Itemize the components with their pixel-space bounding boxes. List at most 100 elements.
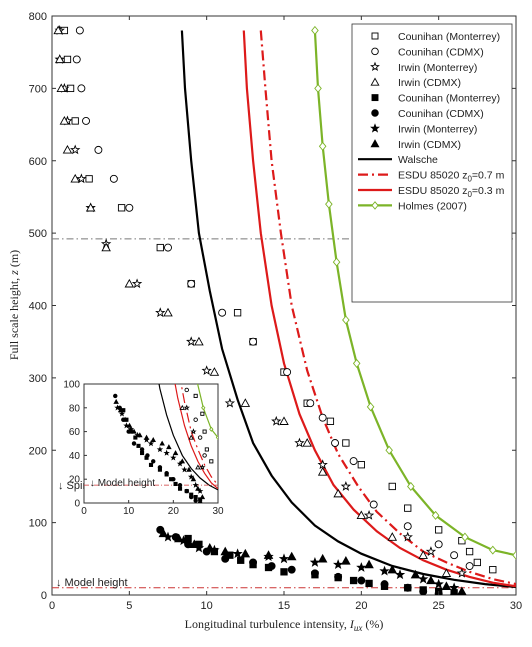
- data-point-triangle: [62, 144, 73, 154]
- data-point-diamond: [366, 402, 375, 412]
- data-point-triangle: [172, 450, 179, 456]
- data-point-triangle: [179, 458, 186, 464]
- x-tick-label: 30: [510, 600, 522, 612]
- data-point-circle: [403, 522, 412, 531]
- inset-y-tick-label: 80: [69, 403, 81, 414]
- data-point-triangle: [190, 476, 197, 482]
- data-point-circle: [357, 576, 366, 585]
- legend-label: Irwin (Monterrey): [398, 62, 477, 74]
- data-point-star: [425, 546, 437, 556]
- data-point-square: [371, 94, 379, 102]
- data-point-circle: [287, 565, 296, 574]
- legend: Counihan (Monterrey) Counihan (CDMX) Irwin…: [351, 23, 513, 303]
- data-point-triangle: [53, 25, 63, 35]
- inset-x-tick-label: 0: [81, 506, 87, 517]
- data-point-star: [183, 404, 190, 411]
- data-point-diamond: [201, 405, 206, 411]
- data-point-circle: [369, 500, 378, 509]
- data-point-square: [388, 482, 396, 491]
- data-point-triangle: [159, 440, 165, 446]
- data-point-star: [224, 397, 236, 408]
- data-point-star: [309, 556, 321, 567]
- data-point-circle: [221, 554, 230, 563]
- data-point-triangle: [240, 398, 251, 407]
- data-point-triangle: [341, 556, 351, 565]
- y-tick-label: 200: [29, 445, 47, 457]
- y-tick-label: 300: [29, 373, 47, 385]
- y-tick-label: 0: [41, 590, 47, 602]
- data-point-circle: [310, 569, 319, 578]
- data-point-star: [186, 336, 197, 347]
- data-point-triangle: [195, 485, 201, 491]
- inset-y-tick-label: 60: [69, 427, 81, 438]
- data-point-circle: [218, 308, 227, 317]
- data-point-star: [156, 446, 164, 453]
- legend-item: Irwin (Monterrey): [370, 123, 477, 135]
- data-point-triangle: [117, 407, 124, 413]
- legend-label: Walsche: [398, 154, 438, 166]
- data-point-square: [140, 450, 145, 456]
- data-point-triangle: [387, 564, 398, 574]
- data-point-circle: [131, 441, 137, 446]
- x-tick-label: 20: [355, 600, 367, 612]
- data-point-star: [114, 404, 121, 411]
- data-point-triangle: [126, 422, 133, 428]
- data-point-square: [177, 486, 183, 491]
- y-tick-label: 600: [29, 156, 47, 168]
- data-point-triangle: [137, 432, 143, 438]
- data-point-square: [136, 443, 141, 448]
- data-point-diamond: [461, 532, 469, 542]
- data-point-triangle: [59, 116, 70, 125]
- data-point-circle: [249, 558, 258, 567]
- x-axis-ticks: 0 5 10 15 20 25 30: [49, 16, 522, 612]
- data-point-circle: [465, 562, 474, 571]
- data-point-star: [370, 61, 380, 71]
- legend-label: ESDU 85020 z0=0.7 m: [398, 170, 505, 184]
- series-line: [259, 30, 516, 586]
- y-tick-label: 400: [29, 301, 47, 313]
- reference-lines: [52, 238, 516, 589]
- data-point-circle: [109, 174, 118, 183]
- data-point-star: [363, 509, 375, 520]
- data-point-star: [448, 582, 460, 593]
- data-point-triangle: [457, 586, 467, 595]
- inset-model-height-label: ↓ Model height: [90, 478, 155, 489]
- data-point-diamond: [215, 434, 218, 441]
- data-point-circle: [184, 488, 189, 494]
- data-point-circle: [197, 435, 203, 440]
- data-point-triangle: [364, 559, 374, 569]
- legend-item: Counihan (Monterrey): [371, 93, 500, 105]
- data-point-circle: [403, 583, 412, 592]
- data-point-square: [117, 204, 126, 212]
- inset-y-tick-label: 100: [63, 380, 80, 391]
- data-point-circle: [193, 498, 198, 503]
- data-point-star: [340, 481, 352, 491]
- legend-item: Irwin (CDMX): [370, 77, 461, 89]
- y-tick-label: 700: [29, 83, 47, 95]
- y-tick-label: 500: [29, 228, 47, 240]
- data-point-triangle: [279, 416, 289, 425]
- data-point-triangle: [333, 488, 343, 498]
- legend-item: Irwin (Monterrey): [370, 61, 477, 74]
- data-point-circle: [450, 591, 459, 595]
- legend-label: Irwin (CDMX): [398, 139, 461, 151]
- data-point-triangle: [101, 242, 111, 252]
- legend-label: Irwin (Monterrey): [398, 123, 477, 135]
- data-point-square: [357, 461, 365, 469]
- data-point-star: [356, 562, 367, 572]
- data-point-diamond: [342, 315, 350, 325]
- data-point-star: [278, 553, 290, 564]
- data-point-star: [201, 365, 212, 376]
- data-point-star: [163, 449, 170, 456]
- data-point-star: [418, 573, 429, 584]
- data-point-diamond: [314, 83, 322, 93]
- data-point-star: [370, 123, 380, 133]
- main-series-lines: [180, 30, 516, 589]
- data-point-circle: [184, 387, 189, 393]
- legend-label: Counihan (CDMX): [398, 46, 484, 58]
- data-point-circle: [434, 540, 443, 549]
- data-point-star: [70, 144, 81, 155]
- inset-x-tick-label: 30: [212, 506, 224, 517]
- data-point-square: [209, 459, 214, 464]
